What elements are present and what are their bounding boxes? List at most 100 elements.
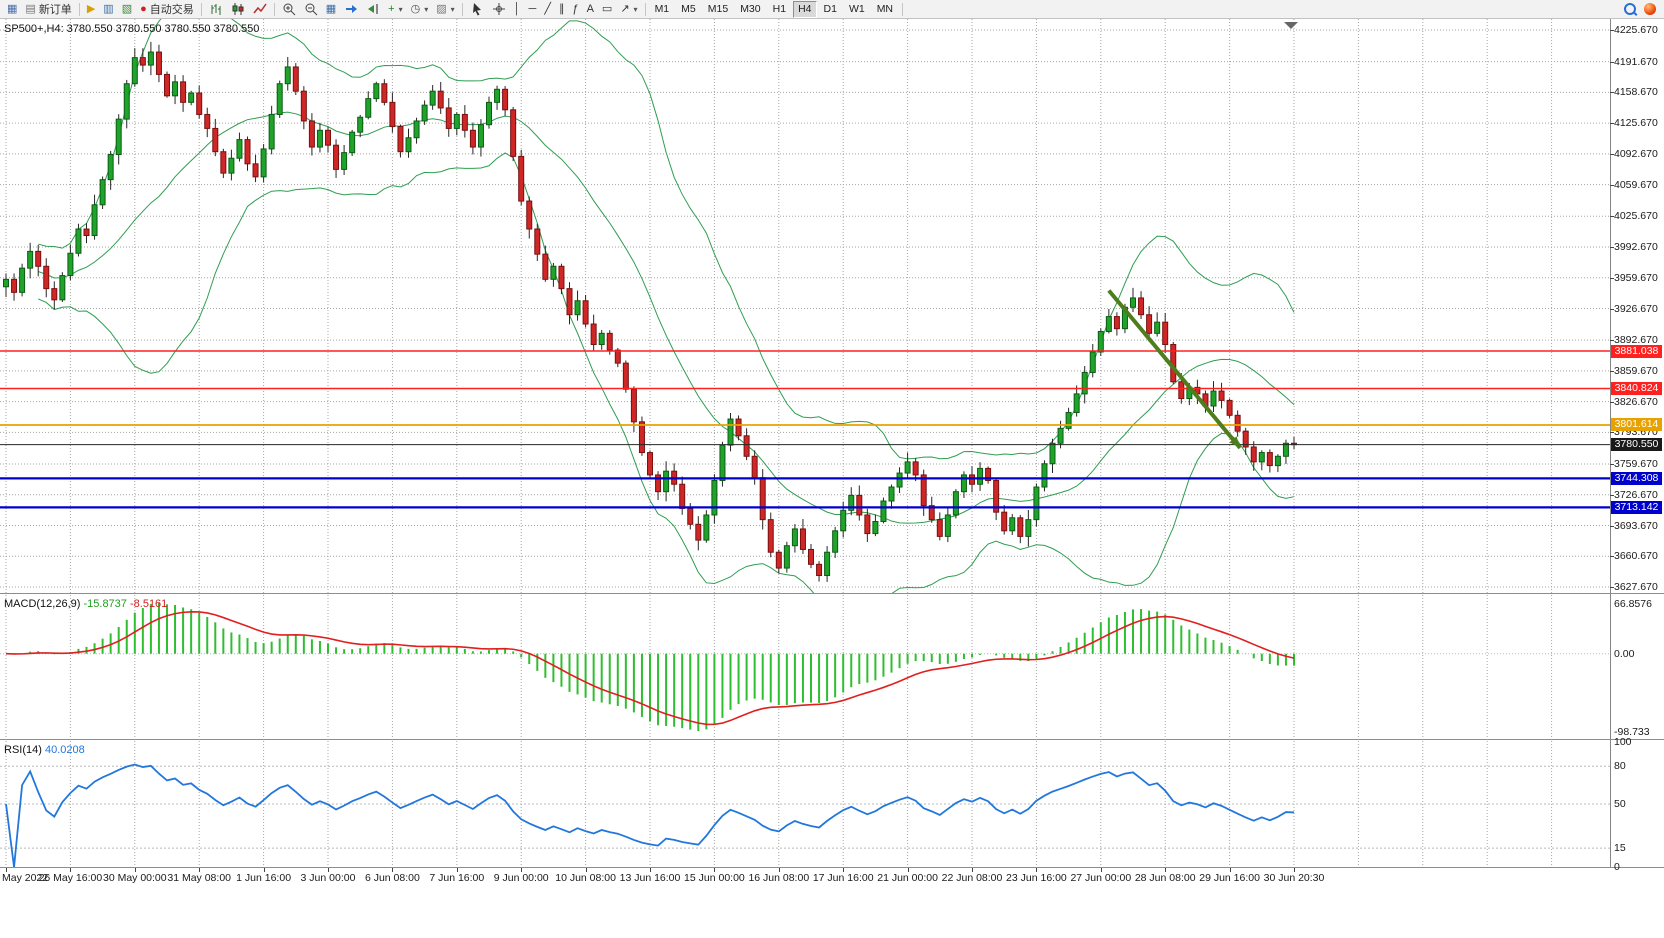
chart-window[interactable]: SP500+,H4: 3780.550 3780.550 3780.550 37… xyxy=(0,19,1664,938)
pane-divider[interactable] xyxy=(0,739,1664,741)
label-tool-icon: ▭ xyxy=(601,2,613,15)
label-tool-icon[interactable]: ▭ xyxy=(598,0,616,18)
channel-icon[interactable]: ∥ xyxy=(555,0,569,18)
auto-trading-button[interactable]: ● 自动交易 xyxy=(136,0,198,18)
symbol-ohlc-line: SP500+,H4: 3780.550 3780.550 3780.550 37… xyxy=(4,23,260,35)
time-axis-separator xyxy=(0,867,1664,869)
auto-scroll-icon[interactable] xyxy=(340,0,362,18)
time-axis-label: 13 Jun 16:00 xyxy=(619,872,681,884)
timeframe-h1-button[interactable]: H1 xyxy=(772,2,787,15)
zoom-in-icon[interactable] xyxy=(278,0,300,18)
periods-icon[interactable]: ◷ ▾ xyxy=(407,0,433,18)
auto-trading-button-label: 自动交易 xyxy=(149,4,194,16)
toolbar-right-group xyxy=(1624,3,1661,15)
zoom-in-icon xyxy=(283,3,296,16)
price-tick xyxy=(1610,371,1614,372)
time-axis-label: 1 Jun 16:00 xyxy=(236,872,292,884)
time-axis-label: 9 Jun 00:00 xyxy=(493,872,549,884)
time-axis-label: 30 Jun 20:30 xyxy=(1263,872,1325,884)
price-tick-label: 3926.670 xyxy=(1614,302,1658,315)
auto-scroll-icon xyxy=(346,5,358,13)
market-watch-icon[interactable]: ▥ xyxy=(99,0,117,18)
trend-arrow[interactable] xyxy=(1107,289,1242,450)
fibonacci-icon[interactable]: ƒ xyxy=(568,0,582,18)
templates-icon[interactable]: ▨ ▾ xyxy=(432,0,458,18)
indicators-icon[interactable]: + ▾ xyxy=(384,0,406,18)
rsi-scale-label: 15 xyxy=(1614,842,1626,855)
price-level-label: 3801.614 xyxy=(1611,418,1662,432)
price-tick xyxy=(1610,154,1614,155)
dropdown-caret-icon: ▾ xyxy=(424,4,429,14)
rsi-line xyxy=(5,763,1295,867)
price-tick-label: 4059.670 xyxy=(1614,178,1658,191)
text-tool-icon: A xyxy=(586,2,594,15)
price-tick xyxy=(1610,587,1614,588)
candlestick-chart-icon[interactable] xyxy=(227,0,249,18)
toolbar-separator xyxy=(200,2,202,16)
profiles-icon: ▶ xyxy=(86,2,96,15)
time-axis-label: 16 Jun 08:00 xyxy=(748,872,810,884)
time-tick xyxy=(457,868,458,872)
crosshair-icon xyxy=(492,3,505,15)
macd-scale-zero-label: 0.00 xyxy=(1614,647,1635,660)
price-level-label: 3780.550 xyxy=(1611,438,1662,452)
new-order-button[interactable]: ▤ 新订单 xyxy=(21,0,75,18)
chart-shift-marker[interactable] xyxy=(1284,22,1298,29)
vertical-line-icon[interactable]: │ xyxy=(510,0,525,18)
price-tick-label: 4025.670 xyxy=(1614,210,1658,223)
timeframe-m1-button[interactable]: M1 xyxy=(654,2,670,15)
timeframe-m15-button[interactable]: M15 xyxy=(707,2,729,15)
rsi-indicator-pane[interactable] xyxy=(0,741,1610,867)
toolbar-separator xyxy=(273,2,275,16)
chart-window-icon[interactable]: ▦ xyxy=(3,0,21,18)
price-tick-label: 4158.670 xyxy=(1614,86,1658,99)
price-tick xyxy=(1610,62,1614,63)
time-axis-label: 21 Jun 00:00 xyxy=(877,872,938,884)
macd-indicator-pane[interactable] xyxy=(0,595,1610,739)
time-tick xyxy=(1294,868,1295,872)
arrows-tool-icon[interactable]: ↗ ▾ xyxy=(616,0,641,18)
chart-shift-icon[interactable] xyxy=(362,0,384,18)
price-tick xyxy=(1610,526,1614,527)
crosshair-icon[interactable] xyxy=(488,0,510,18)
time-tick xyxy=(1036,868,1037,872)
timeframe-h4-button[interactable]: H4 xyxy=(793,0,817,18)
cursor-icon[interactable] xyxy=(466,0,488,18)
horizontal-line-icon[interactable]: ─ xyxy=(525,0,541,18)
fibonacci-icon: ƒ xyxy=(572,2,579,15)
text-tool-icon[interactable]: A xyxy=(583,0,598,18)
time-tick xyxy=(392,868,393,872)
tile-windows-icon[interactable]: ▦ xyxy=(322,0,340,18)
time-tick xyxy=(135,868,136,872)
candlestick-chart-icon xyxy=(232,3,244,15)
timeframe-mn-button[interactable]: MN xyxy=(876,2,894,15)
search-icon[interactable] xyxy=(1624,3,1636,15)
price-tick xyxy=(1610,216,1614,217)
timeframe-m5-button[interactable]: M5 xyxy=(681,2,696,15)
price-tick xyxy=(1610,92,1614,93)
candles-layer xyxy=(3,41,1297,582)
line-chart-icon[interactable] xyxy=(249,0,271,18)
main-chart-pane[interactable] xyxy=(0,19,1610,593)
time-tick xyxy=(908,868,909,872)
macd-scale-max-label: 66.8576 xyxy=(1614,598,1652,610)
periods-icon: ◷ xyxy=(410,2,421,15)
price-tick-label: 3627.670 xyxy=(1614,581,1658,593)
timeframe-d1-button[interactable]: D1 xyxy=(823,2,837,15)
time-tick xyxy=(1230,868,1231,872)
navigator-icon[interactable]: ▧ xyxy=(118,0,136,18)
line-chart-icon xyxy=(253,3,267,14)
pane-divider[interactable] xyxy=(0,593,1664,595)
indicators-icon: + xyxy=(388,2,395,15)
toolbar-separator xyxy=(461,2,463,16)
notification-icon[interactable] xyxy=(1644,3,1656,15)
price-tick-label: 3693.670 xyxy=(1614,519,1658,532)
level-lines[interactable] xyxy=(0,350,1610,509)
timeframe-w1-button[interactable]: W1 xyxy=(848,2,865,15)
zoom-out-icon[interactable] xyxy=(300,0,322,18)
profiles-icon[interactable]: ▶ xyxy=(83,0,99,18)
toolbar-separator xyxy=(78,2,80,16)
bars-chart-icon[interactable] xyxy=(205,0,227,18)
timeframe-m30-button[interactable]: M30 xyxy=(740,2,761,15)
trendline-icon[interactable]: ╱ xyxy=(540,0,555,18)
